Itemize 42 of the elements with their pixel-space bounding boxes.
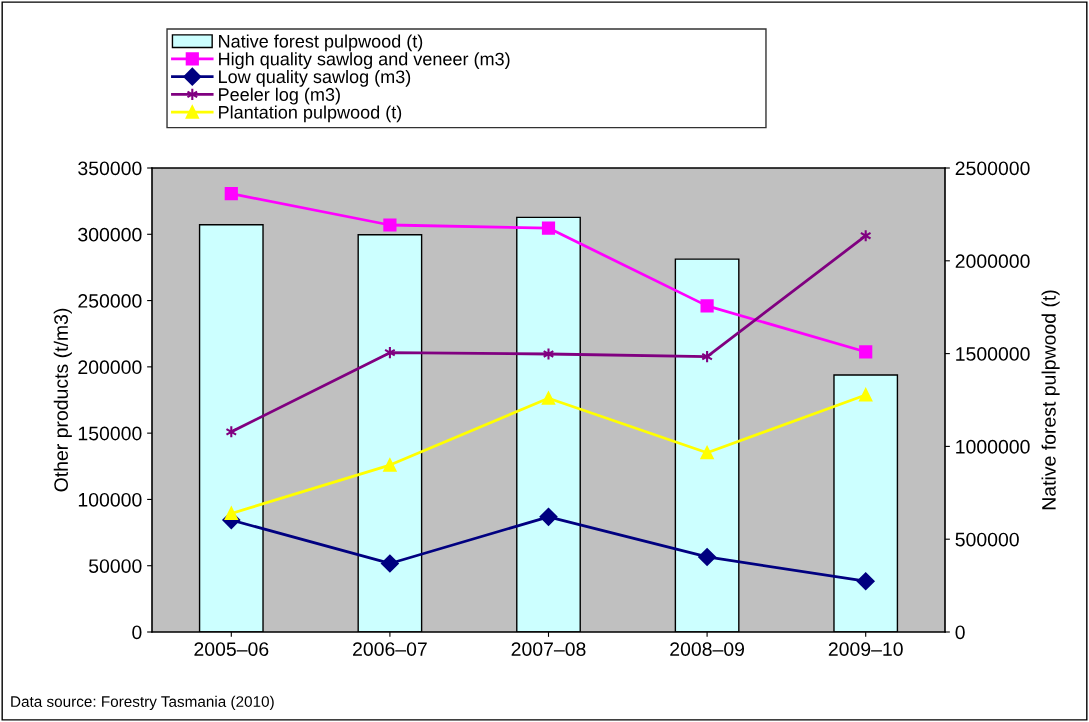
x-tick-label: 2009–10	[828, 642, 903, 656]
point	[224, 187, 238, 201]
y-tick-label: 0	[132, 625, 142, 640]
y-tick-label: 200000	[78, 360, 142, 375]
point	[700, 299, 714, 313]
point	[856, 572, 875, 591]
y-tick-label: 250000	[78, 294, 142, 308]
y2-axis-title: Native forest pulpwood (t)	[1041, 290, 1060, 510]
legend-label: Peeler log (m3)	[219, 87, 340, 105]
y-tick-label: 100000	[78, 492, 142, 507]
point	[224, 506, 238, 521]
point	[381, 554, 399, 573]
point	[383, 458, 397, 472]
legend-label: Low quality sawlog (m3)	[219, 69, 411, 87]
y-tick-label: 350000	[78, 161, 142, 176]
y2-tick-label: 2500000	[955, 161, 1030, 176]
x-tick-label: 2006–07	[353, 642, 427, 656]
y2-tick-label: 2000000	[955, 254, 1030, 269]
y-axis-title: Other products (t/m3)	[53, 308, 72, 492]
y2-tick-label: 1500000	[956, 347, 1030, 361]
y-tick-label: 150000	[78, 426, 142, 441]
x-tick-label: 2007–08	[511, 642, 586, 656]
x-tick-label: 2008–09	[670, 642, 745, 656]
point	[700, 446, 714, 460]
point	[539, 507, 558, 526]
point	[542, 347, 555, 361]
point	[859, 345, 873, 359]
legend-label: Native forest pulpwood (t)	[219, 34, 423, 52]
y-tick-label: 300000	[78, 227, 142, 242]
y2-tick-label: 1000000	[956, 439, 1030, 454]
legend-label: High quality sawlog and veneer (m3)	[219, 52, 510, 70]
source-note: Data source: Forestry Tasmania (2010)	[11, 695, 274, 710]
point	[541, 221, 556, 235]
y-tick-label: 50000	[88, 559, 142, 573]
point	[859, 388, 873, 402]
y2-tick-label: 0	[955, 625, 965, 640]
point	[541, 391, 556, 405]
x-tick-label: 2005–06	[194, 642, 269, 656]
point	[698, 548, 716, 566]
point	[383, 218, 397, 232]
y2-tick-label: 500000	[955, 532, 1019, 547]
legend-label: Plantation pulpwood (t)	[219, 105, 402, 123]
